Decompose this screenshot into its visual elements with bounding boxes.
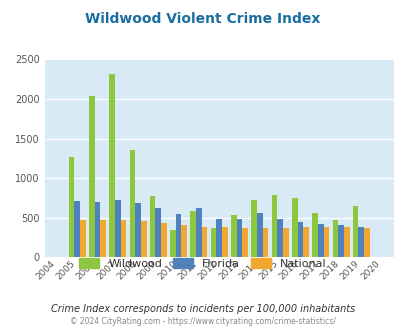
Bar xyxy=(196,208,201,257)
Bar xyxy=(363,228,369,257)
Bar xyxy=(332,220,337,257)
Bar xyxy=(175,214,181,257)
Bar xyxy=(115,200,120,257)
Bar xyxy=(120,220,126,257)
Bar xyxy=(210,228,216,257)
Text: Wildwood Violent Crime Index: Wildwood Violent Crime Index xyxy=(85,12,320,25)
Bar xyxy=(94,202,100,257)
Text: © 2024 CityRating.com - https://www.cityrating.com/crime-statistics/: © 2024 CityRating.com - https://www.city… xyxy=(70,317,335,326)
Bar xyxy=(358,226,363,257)
Bar xyxy=(256,213,262,257)
Bar xyxy=(149,196,155,257)
Bar xyxy=(141,221,146,257)
Bar xyxy=(282,228,288,257)
Bar xyxy=(222,226,227,257)
Bar xyxy=(242,228,247,257)
Bar xyxy=(311,213,317,257)
Bar xyxy=(262,228,268,257)
Bar xyxy=(291,198,297,257)
Bar xyxy=(135,203,141,257)
Bar xyxy=(323,227,328,257)
Bar xyxy=(74,201,80,257)
Bar xyxy=(317,224,323,257)
Legend: Wildwood, Florida, National: Wildwood, Florida, National xyxy=(75,253,330,273)
Bar xyxy=(201,226,207,257)
Bar xyxy=(109,74,115,257)
Bar xyxy=(251,200,256,257)
Bar xyxy=(129,150,135,257)
Text: Crime Index corresponds to incidents per 100,000 inhabitants: Crime Index corresponds to incidents per… xyxy=(51,304,354,314)
Bar xyxy=(352,206,358,257)
Bar xyxy=(337,225,343,257)
Bar xyxy=(89,96,94,257)
Bar xyxy=(271,195,277,257)
Bar xyxy=(190,211,196,257)
Bar xyxy=(155,208,161,257)
Bar xyxy=(277,218,282,257)
Bar xyxy=(216,218,222,257)
Bar xyxy=(343,227,349,257)
Bar xyxy=(170,230,175,257)
Bar xyxy=(181,225,187,257)
Bar xyxy=(236,218,242,257)
Bar xyxy=(230,215,236,257)
Bar xyxy=(68,157,74,257)
Bar xyxy=(100,220,106,257)
Bar xyxy=(80,220,85,257)
Bar xyxy=(297,222,303,257)
Bar xyxy=(303,227,308,257)
Bar xyxy=(161,223,166,257)
